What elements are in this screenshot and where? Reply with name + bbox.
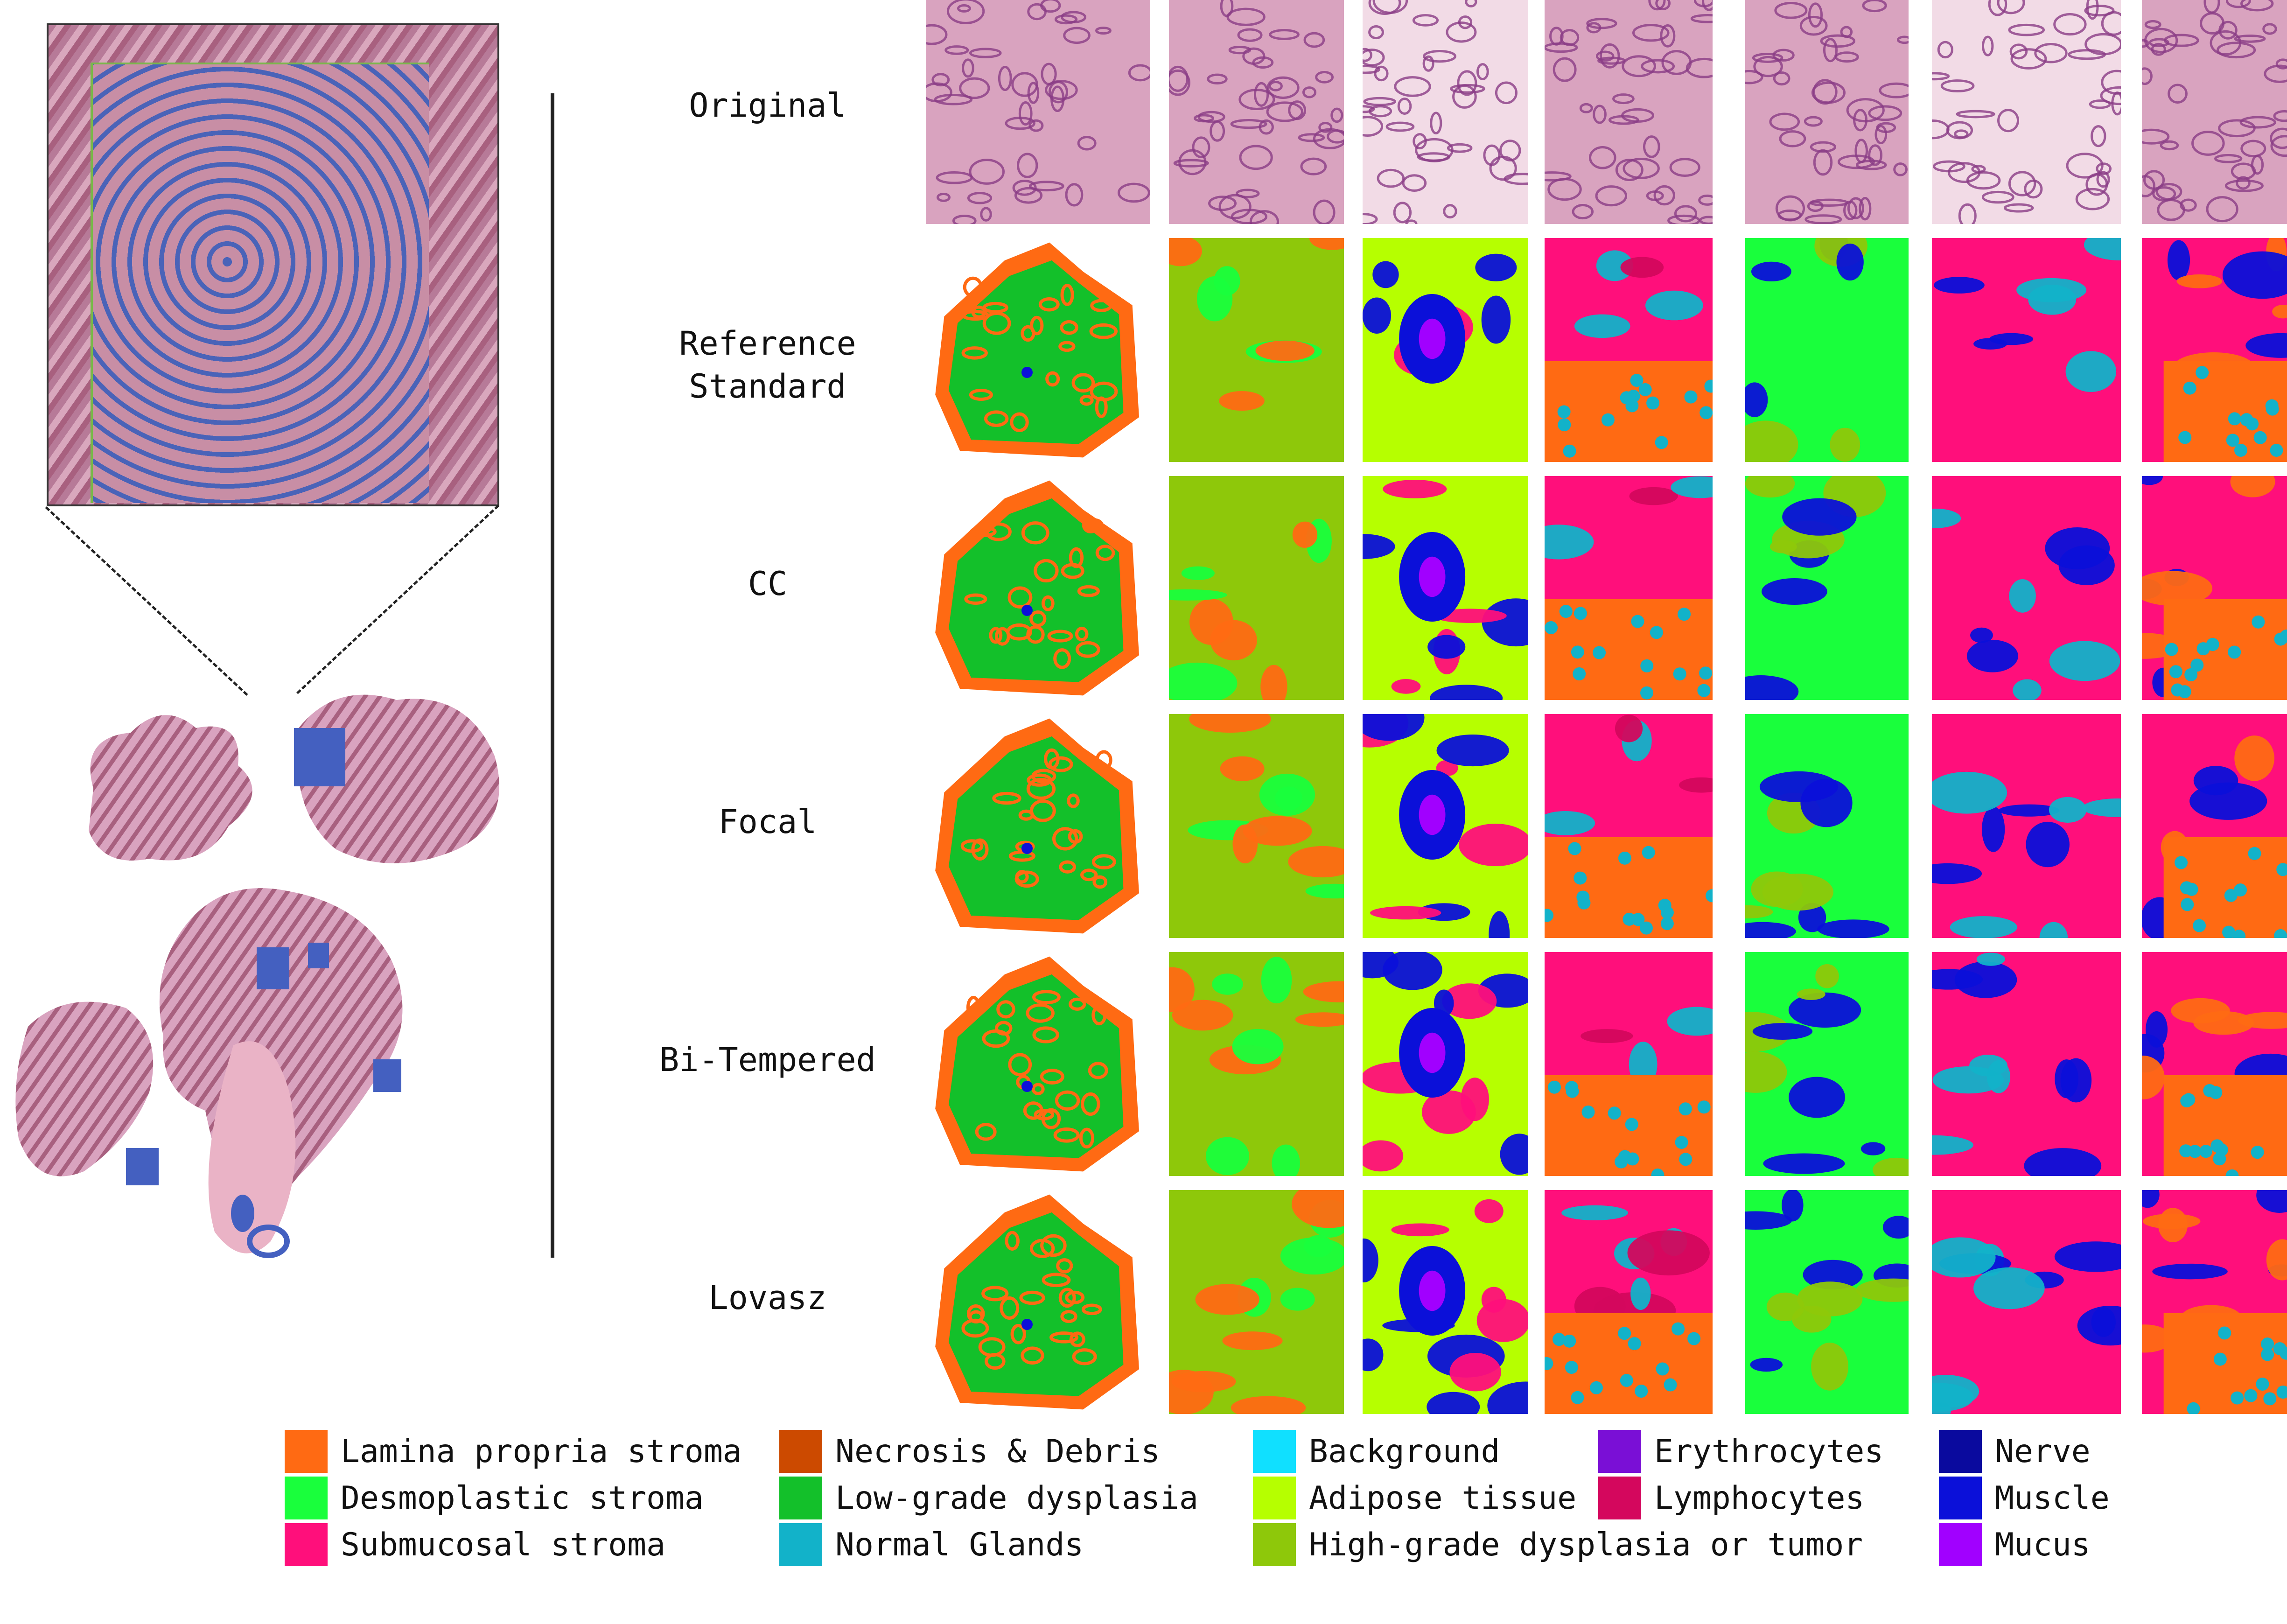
row-label-cc: CC [748, 565, 788, 603]
legend-label: Background [1309, 1433, 1500, 1470]
segmentation-tile [1169, 952, 1344, 1176]
segmentation-tile [1932, 476, 2121, 700]
gland-annotation-overlay [91, 63, 429, 503]
legend-item-background: Background [1253, 1428, 1863, 1475]
segmentation-tile [2142, 714, 2287, 938]
segmentation-tile [1545, 952, 1713, 1176]
segmentation-tile [926, 1190, 1150, 1414]
original-he-tile [1745, 0, 1909, 224]
legend-label: Adipose tissue [1309, 1479, 1577, 1517]
legend-item-lymphocytes: Lymphocytes [1598, 1475, 1883, 1521]
legend-item-submucosal-stroma: Submucosal stroma [285, 1521, 742, 1568]
legend-swatch [285, 1477, 328, 1519]
segmentation-tile [1932, 714, 2121, 938]
zoomed-region-inset [47, 23, 499, 506]
legend-label: Normal Glands [835, 1526, 1084, 1563]
segmentation-tile [1745, 952, 1909, 1176]
legend-item-desmoplastic-stroma: Desmoplastic stroma [285, 1475, 742, 1521]
legend-label: Low-grade dysplasia [835, 1479, 1198, 1517]
whole-slide-svg [15, 694, 499, 1258]
legend-label: Necrosis & Debris [835, 1433, 1160, 1470]
legend-item-nerve: Nerve [1939, 1428, 2110, 1475]
legend-label: Lamina propria stroma [341, 1433, 742, 1470]
segmentation-tile [1745, 238, 1909, 462]
segmentation-tile [1932, 952, 2121, 1176]
legend-swatch [1939, 1430, 1982, 1473]
legend-item-muscle: Muscle [1939, 1475, 2110, 1521]
row-label-original: Original [689, 86, 846, 125]
panel-divider [551, 93, 554, 1258]
legend: Lamina propria stroma Desmoplastic strom… [285, 1428, 2245, 1591]
legend-item-erythrocytes: Erythrocytes [1598, 1428, 1883, 1475]
legend-item-mucus: Mucus [1939, 1521, 2110, 1568]
segmentation-tile [1745, 476, 1909, 700]
row-label-lovasz: Lovasz [708, 1279, 827, 1317]
segmentation-tile [926, 476, 1150, 700]
segmentation-tile [926, 714, 1150, 938]
legend-swatch [1253, 1477, 1296, 1519]
segmentation-tile [1363, 238, 1528, 462]
legend-label: Nerve [1995, 1433, 2091, 1470]
legend-label: Mucus [1995, 1526, 2091, 1563]
segmentation-tile [1169, 714, 1344, 938]
legend-label: Lymphocytes [1654, 1479, 1865, 1517]
segmentation-tile [1745, 714, 1909, 938]
segmentation-tile [2142, 1190, 2287, 1414]
segmentation-tile [2142, 476, 2287, 700]
original-he-tile [1932, 0, 2121, 224]
segmentation-tile [1545, 476, 1713, 700]
legend-swatch [285, 1430, 328, 1473]
original-he-tile [1169, 0, 1344, 224]
legend-swatch [285, 1523, 328, 1566]
legend-label: Muscle [1995, 1479, 2110, 1517]
legend-label: Desmoplastic stroma [341, 1479, 704, 1517]
segmentation-tile [1545, 1190, 1713, 1414]
segmentation-tile [2142, 952, 2287, 1176]
original-he-tile [1363, 0, 1528, 224]
legend-item-normal-glands: Normal Glands [779, 1521, 1198, 1568]
whole-slide-image [9, 672, 527, 1293]
legend-label: Submucosal stroma [341, 1526, 665, 1563]
segmentation-tile [1363, 952, 1528, 1176]
original-he-tile [1545, 0, 1713, 224]
legend-swatch [779, 1477, 822, 1519]
legend-label: High-grade dysplasia or tumor [1309, 1526, 1863, 1563]
legend-swatch [1253, 1430, 1296, 1473]
segmentation-tile [1363, 476, 1528, 700]
segmentation-tile [1932, 1190, 2121, 1414]
segmentation-tile [1545, 238, 1713, 462]
legend-item-adipose-tissue: Adipose tissue [1253, 1475, 1863, 1521]
legend-item-lamina-propria-stroma: Lamina propria stroma [285, 1428, 742, 1475]
segmentation-tile [1363, 1190, 1528, 1414]
segmentation-tile [1932, 238, 2121, 462]
segmentation-tile [1169, 1190, 1344, 1414]
segmentation-tile [1745, 1190, 1909, 1414]
legend-label: Erythrocytes [1654, 1433, 1884, 1470]
legend-item-high-grade-dysplasia: High-grade dysplasia or tumor [1253, 1521, 1863, 1568]
legend-swatch [1939, 1477, 1982, 1519]
row-label-bi-tempered: Bi-Tempered [659, 1041, 876, 1079]
segmentation-tile [926, 238, 1150, 462]
zoom-line-left [45, 506, 248, 696]
segmentation-tile [1545, 714, 1713, 938]
segmentation-tile [1363, 714, 1528, 938]
legend-swatch [1598, 1477, 1641, 1519]
original-he-tile [2142, 0, 2287, 224]
legend-swatch [779, 1430, 822, 1473]
legend-swatch [1253, 1523, 1296, 1566]
segmentation-tile [1169, 238, 1344, 462]
row-label-reference-standard: Reference Standard [679, 324, 856, 406]
legend-item-low-grade-dysplasia: Low-grade dysplasia [779, 1475, 1198, 1521]
segmentation-tile [2142, 238, 2287, 462]
zoom-line-right [296, 504, 499, 694]
row-label-focal: Focal [718, 803, 817, 841]
legend-swatch [779, 1523, 822, 1566]
segmentation-tile [1169, 476, 1344, 700]
legend-item-necrosis-debris: Necrosis & Debris [779, 1428, 1198, 1475]
segmentation-tile [926, 952, 1150, 1176]
original-he-tile [926, 0, 1150, 224]
legend-swatch [1939, 1523, 1982, 1566]
legend-swatch [1598, 1430, 1641, 1473]
